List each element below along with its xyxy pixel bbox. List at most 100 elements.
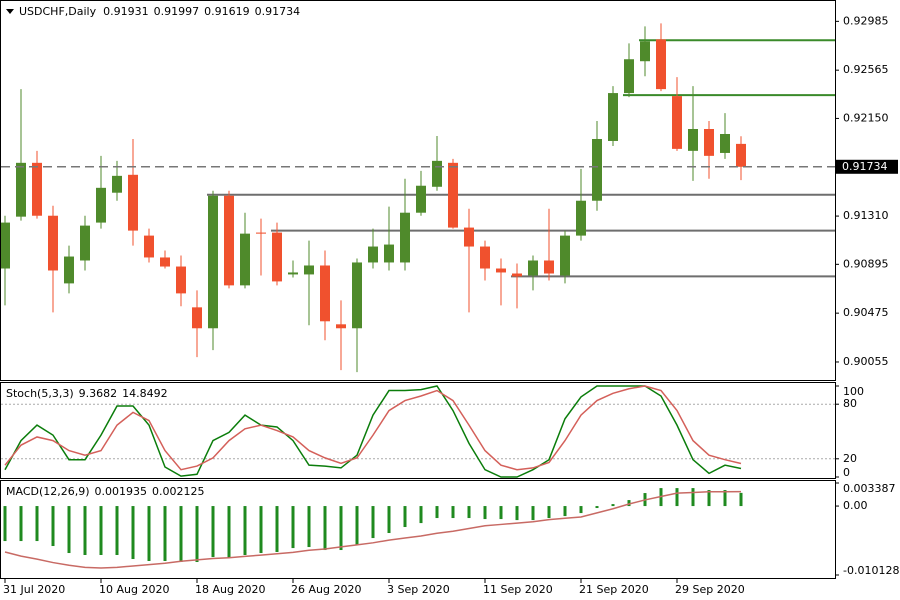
candle-body <box>400 212 410 263</box>
histogram-bar <box>403 506 407 528</box>
candle-body <box>656 39 666 90</box>
open-value: 0.91931 <box>103 5 149 18</box>
histogram-bar <box>595 506 599 509</box>
histogram-bar <box>227 506 231 558</box>
candle-body <box>240 233 250 286</box>
candle-body <box>496 268 506 273</box>
low-value: 0.91619 <box>204 5 250 18</box>
histogram-bar <box>707 490 711 507</box>
current-price-box <box>836 159 898 174</box>
histogram-bar <box>739 492 743 507</box>
histogram-bar <box>435 506 439 519</box>
candle-body <box>736 143 746 167</box>
macd-header: MACD(12,26,9) 0.001935 0.002125 <box>6 485 205 498</box>
macd-signal-value: 0.002125 <box>152 485 205 498</box>
x-tick-label: 26 Aug 2020 <box>291 583 361 596</box>
x-tick-label: 18 Aug 2020 <box>195 583 265 596</box>
candle-body <box>80 225 90 261</box>
candle-body <box>176 266 186 294</box>
candle-body <box>352 262 362 329</box>
candle-body <box>96 187 106 223</box>
y-tick-label: 0.003387 <box>843 482 896 495</box>
signal-line <box>4 490 742 569</box>
candle-body <box>144 235 154 258</box>
histogram-bar <box>451 506 455 519</box>
x-tick-label: 10 Aug 2020 <box>99 583 169 596</box>
high-value: 0.91997 <box>154 5 200 18</box>
histogram-bar <box>35 506 39 542</box>
candle-body <box>576 200 586 236</box>
histogram-bar <box>307 506 311 548</box>
candle-body <box>256 232 266 234</box>
histogram-bar <box>531 506 535 521</box>
histogram-bar <box>419 506 423 524</box>
histogram-bar <box>3 506 7 542</box>
stoch-title: Stoch(5,3,3) <box>6 387 74 400</box>
candle-body <box>448 162 458 228</box>
histogram-bar <box>339 506 343 551</box>
histogram-bar <box>99 506 103 556</box>
price-pane <box>0 0 836 381</box>
y-tick-label: 0.92150 <box>843 111 889 124</box>
stoch-pane <box>0 382 836 479</box>
histogram-bar <box>259 506 263 554</box>
x-tick-label: 29 Sep 2020 <box>675 583 745 596</box>
histogram-bar <box>83 506 87 556</box>
histogram-bar <box>611 504 615 507</box>
x-tick-label: 31 Jul 2020 <box>3 583 65 596</box>
symbol-title: USDCHF,Daily <box>19 5 97 18</box>
candle-body <box>720 133 730 153</box>
y-tick-label: 0 <box>843 466 850 479</box>
candle-body <box>0 222 10 269</box>
histogram-bar <box>723 490 727 507</box>
candle-body <box>32 162 42 216</box>
candle-body <box>512 273 522 277</box>
histogram-bar <box>499 506 503 520</box>
candle-body <box>192 307 202 329</box>
y-tick-label: 100 <box>843 385 864 398</box>
candle-body <box>592 138 602 201</box>
candle-body <box>384 244 394 263</box>
candle-body <box>48 215 58 271</box>
histogram-bar <box>355 506 359 545</box>
histogram-bar <box>131 506 135 560</box>
macd-main-value: 0.001935 <box>95 485 148 498</box>
candle-body <box>688 128 698 151</box>
close-value: 0.91734 <box>255 5 301 18</box>
candle-body <box>432 160 442 187</box>
histogram-bar <box>467 506 471 519</box>
y-tick-label: 0.91310 <box>843 209 889 222</box>
x-tick-label: 3 Sep 2020 <box>387 583 450 596</box>
y-tick-label: 0.92565 <box>843 63 889 76</box>
candle-body <box>16 162 26 217</box>
candle-body <box>544 260 554 274</box>
y-tick-label: 0.92985 <box>843 14 889 27</box>
histogram-bar <box>195 506 199 563</box>
candle-body <box>704 128 714 156</box>
histogram-bar <box>115 506 119 556</box>
histogram-bar <box>211 506 215 558</box>
candle-body <box>208 195 218 329</box>
menu-arrow <box>6 9 14 14</box>
histogram-bar <box>67 506 71 554</box>
candle-body <box>672 96 682 149</box>
stoch-main-value: 9.3682 <box>79 387 118 400</box>
histogram-bar <box>691 488 695 507</box>
histogram-bar <box>371 506 375 539</box>
histogram-bar <box>243 506 247 556</box>
stoch-header: Stoch(5,3,3) 9.3682 14.8492 <box>6 387 168 400</box>
candle-body <box>368 246 378 263</box>
y-tick-label: 0.90055 <box>843 355 889 368</box>
histogram-bar <box>275 506 279 553</box>
candle-body <box>128 174 138 231</box>
histogram-bar <box>163 506 167 561</box>
histogram-bar <box>579 506 583 514</box>
histogram-bar <box>179 506 183 563</box>
current-price-label: 0.91734 <box>842 160 888 173</box>
histogram-bar <box>627 500 631 507</box>
candle-body <box>112 175 122 193</box>
histogram-bar <box>547 506 551 519</box>
candle-body <box>624 59 634 94</box>
